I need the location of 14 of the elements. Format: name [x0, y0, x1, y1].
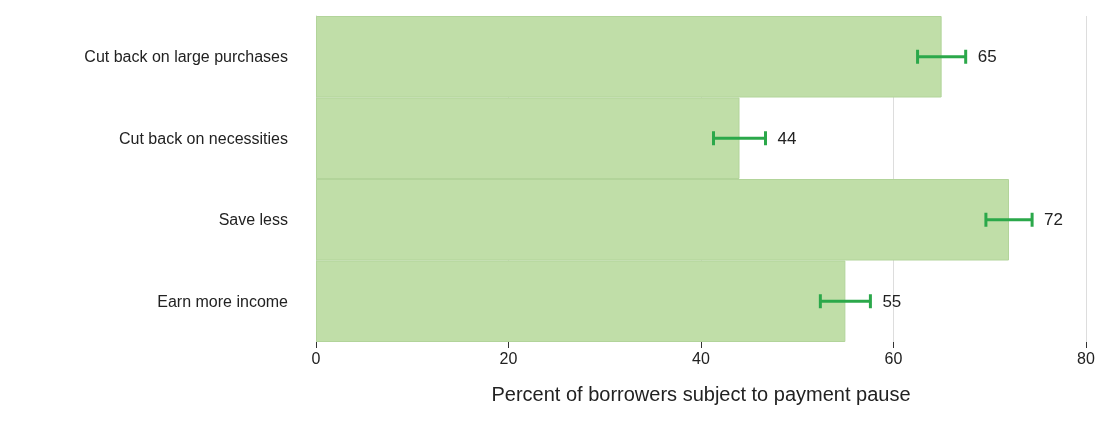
x-tick-label: 60	[884, 349, 903, 367]
data-label: 44	[777, 128, 797, 148]
data-label: 72	[1044, 210, 1064, 230]
x-tick-label: 0	[311, 349, 321, 367]
data-label: 65	[977, 47, 997, 67]
x-axis-title: Percent of borrowers subject to payment pause	[491, 383, 911, 405]
x-tick-label: 20	[499, 349, 518, 367]
x-tick-label: 80	[1077, 349, 1095, 367]
y-tick-label: Cut back on large purchases	[84, 48, 288, 66]
y-tick-label: Save less	[218, 211, 288, 229]
y-tick-label: Earn more income	[157, 292, 289, 310]
y-tick-label: Cut back on necessities	[119, 129, 288, 147]
x-tick-label: 40	[692, 349, 710, 367]
data-label: 55	[882, 291, 902, 311]
